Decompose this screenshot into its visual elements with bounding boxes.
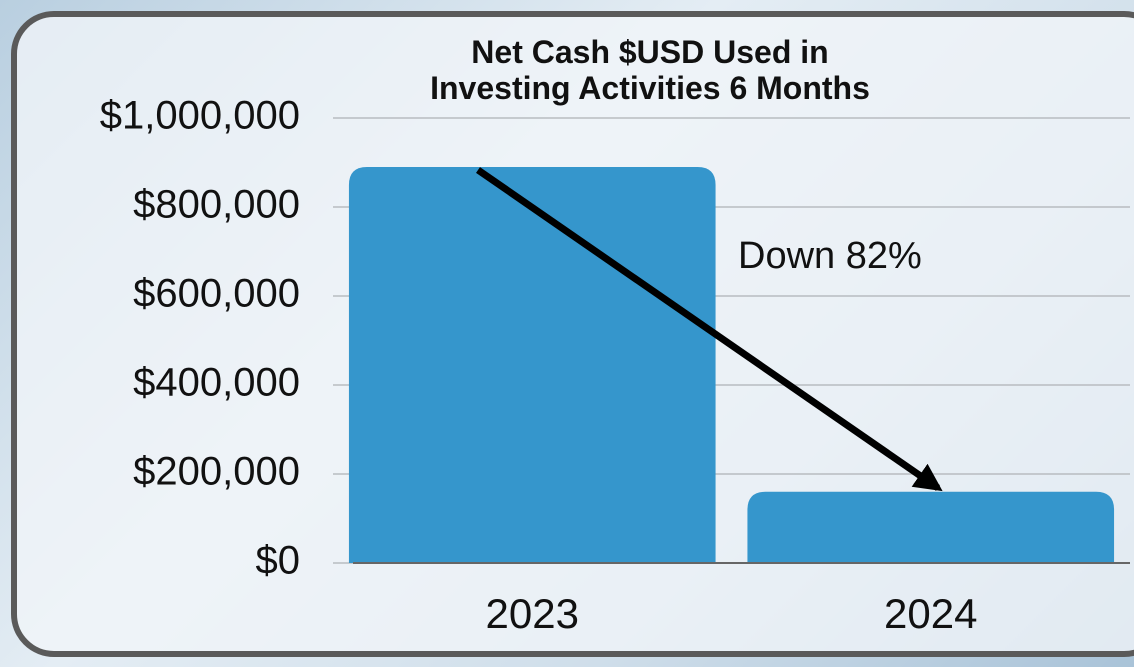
x-tick-label: 2024	[884, 590, 977, 637]
bar	[747, 491, 1115, 563]
y-tick-label: $800,000	[133, 183, 300, 227]
y-tick-label: $200,000	[133, 450, 300, 494]
plot-area: $0 $200,000 $400,000 $600,000 $800,000 $1,000…	[100, 94, 1130, 637]
y-tick-label: $600,000	[133, 272, 300, 316]
chart-title: Net Cash $USD Used in Investing Activiti…	[430, 34, 870, 106]
y-tick-label: $400,000	[133, 361, 300, 405]
bar	[348, 166, 716, 563]
y-tick-label: $0	[256, 539, 301, 583]
y-tick-label: $1,000,000	[100, 94, 300, 138]
annotation: Down 82%	[738, 235, 922, 277]
trend-arrow	[476, 167, 943, 492]
x-tick-label: 2023	[486, 590, 579, 637]
